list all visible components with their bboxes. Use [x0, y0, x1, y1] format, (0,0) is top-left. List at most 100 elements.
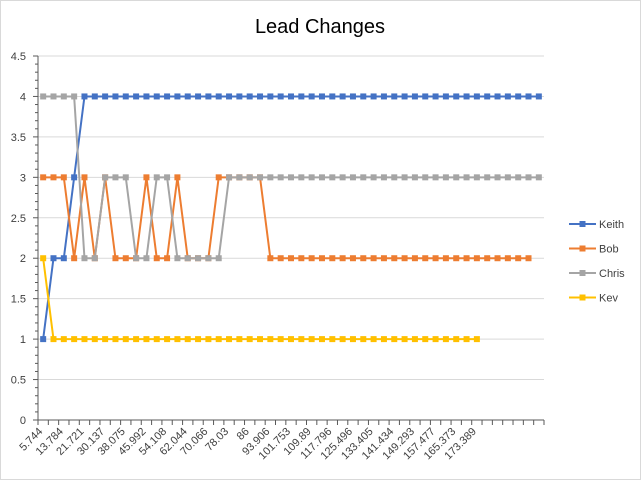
data-point — [195, 93, 202, 100]
legend: Keith Bob Chris Kev — [569, 219, 625, 305]
series-layer — [40, 93, 542, 343]
data-point — [349, 174, 356, 181]
data-point — [277, 255, 284, 262]
data-point — [246, 336, 253, 343]
data-point — [174, 93, 181, 100]
data-point — [40, 255, 47, 262]
data-point — [174, 255, 181, 262]
data-point — [391, 93, 398, 100]
data-point — [153, 255, 160, 262]
data-point — [298, 174, 305, 181]
data-point — [453, 336, 460, 343]
data-point — [236, 174, 243, 181]
data-point — [174, 174, 181, 181]
data-point — [81, 174, 88, 181]
data-point — [60, 255, 67, 262]
data-point — [298, 255, 305, 262]
data-point — [91, 93, 98, 100]
series-keith — [40, 93, 542, 343]
data-point — [164, 255, 171, 262]
data-point — [515, 174, 522, 181]
data-point — [215, 336, 222, 343]
data-point — [112, 174, 119, 181]
data-point — [236, 336, 243, 343]
data-point — [442, 93, 449, 100]
data-point — [298, 93, 305, 100]
data-point — [422, 255, 429, 262]
legend-item: Chris — [569, 268, 625, 280]
data-point — [81, 336, 88, 343]
legend-marker — [579, 294, 586, 301]
data-point — [40, 93, 47, 100]
data-point — [267, 336, 274, 343]
legend-label: Keith — [599, 219, 624, 231]
y-tick-label: 2 — [20, 253, 26, 265]
data-point — [329, 93, 336, 100]
data-point — [318, 336, 325, 343]
data-point — [288, 93, 294, 100]
data-point — [184, 255, 191, 262]
data-point — [215, 93, 222, 100]
data-point — [360, 255, 367, 262]
legend-marker — [579, 245, 586, 252]
data-point — [164, 174, 171, 181]
data-point — [143, 174, 150, 181]
data-point — [122, 174, 129, 181]
legend-label: Kev — [599, 293, 618, 305]
y-tick-label: 4 — [20, 91, 26, 103]
data-point — [308, 93, 315, 100]
data-point — [205, 93, 212, 100]
data-point — [432, 336, 439, 343]
data-point — [184, 93, 191, 100]
data-point — [484, 174, 491, 181]
legend-marker — [579, 270, 586, 276]
data-point — [226, 336, 233, 343]
data-point — [391, 336, 398, 343]
data-point — [91, 255, 98, 262]
data-point — [473, 174, 480, 181]
data-point — [122, 255, 129, 262]
data-point — [288, 255, 294, 262]
data-point — [339, 336, 346, 343]
data-point — [143, 336, 150, 343]
data-point — [257, 336, 264, 343]
data-point — [133, 255, 140, 262]
data-point — [60, 336, 67, 343]
data-point — [277, 336, 284, 343]
data-point — [411, 93, 418, 100]
data-point — [473, 336, 480, 343]
data-point — [143, 255, 150, 262]
data-point — [432, 255, 439, 262]
legend-marker — [579, 221, 586, 227]
data-point — [380, 336, 387, 343]
series-chris — [40, 93, 542, 262]
data-point — [525, 174, 532, 181]
data-point — [329, 174, 336, 181]
data-point — [205, 255, 212, 262]
legend-item: Keith — [569, 219, 624, 231]
data-point — [195, 255, 202, 262]
data-point — [267, 93, 274, 100]
data-point — [91, 336, 98, 343]
data-point — [50, 255, 57, 262]
data-point — [432, 93, 439, 100]
data-point — [463, 255, 470, 262]
data-point — [60, 174, 67, 181]
data-point — [288, 174, 294, 181]
data-point — [122, 336, 129, 343]
legend-item: Kev — [569, 293, 618, 305]
data-point — [370, 255, 377, 262]
data-point — [143, 93, 150, 100]
data-point — [370, 336, 377, 343]
data-point — [411, 336, 418, 343]
data-point — [112, 93, 119, 100]
data-point — [380, 255, 387, 262]
data-point — [515, 93, 522, 100]
data-point — [339, 174, 346, 181]
data-point — [277, 174, 284, 181]
data-point — [504, 255, 511, 262]
data-point — [40, 336, 47, 343]
data-point — [257, 93, 264, 100]
data-point — [360, 336, 367, 343]
